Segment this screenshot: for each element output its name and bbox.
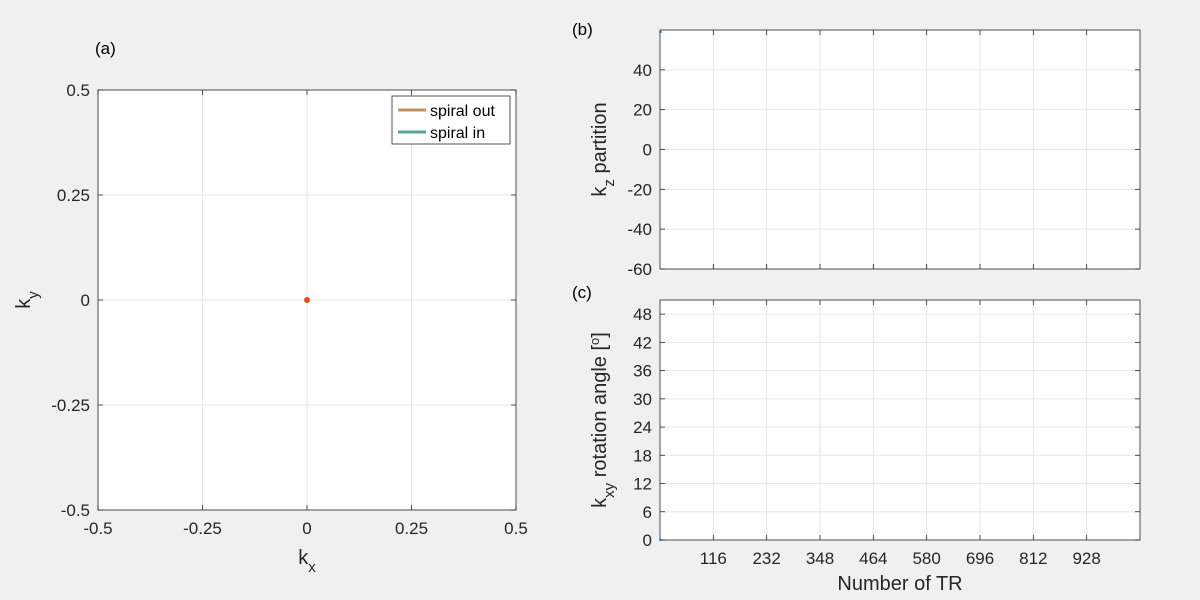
x-tick-label: 232 xyxy=(752,549,780,568)
y-axis-label-sub: y xyxy=(25,291,42,299)
y-axis-label: kz partition xyxy=(589,102,618,196)
y-tick-label: 20 xyxy=(633,101,652,120)
chart-c: 116 232 348 464 580 696 812 928 0 6 12 18 24 30 36 42 48… xyxy=(572,283,1141,595)
x-tick-label: 812 xyxy=(1019,549,1047,568)
y-tick-label: 42 xyxy=(633,333,652,352)
y-tick-label: 30 xyxy=(633,390,652,409)
data-point xyxy=(659,538,662,542)
panel-label: (b) xyxy=(572,20,593,39)
x-tick-label: 464 xyxy=(859,549,887,568)
legend-entry-label: spiral in xyxy=(430,125,485,142)
legend: spiral out spiral in xyxy=(391,95,511,145)
legend-box xyxy=(391,95,511,145)
x-tick-label: 116 xyxy=(700,549,727,568)
y-axis-label-rest: partition xyxy=(589,102,611,179)
chart-a: -0.5 -0.25 0 0.25 0.5-0.5-0.2500.250.5(a)kxk… xyxy=(13,39,528,576)
x-tick-label: -0.5 xyxy=(83,519,112,538)
y-axis-label-end: ] xyxy=(589,332,611,338)
y-tick-label: -60 xyxy=(627,260,652,279)
y-tick-label: 0.25 xyxy=(57,186,90,205)
y-axis-label: ky xyxy=(13,291,42,309)
chart-b: -60 -40 -20 0 20 40 (b) kz partition xyxy=(572,20,1141,279)
y-tick-label: 0 xyxy=(643,141,652,160)
y-tick-label: 0.5 xyxy=(66,81,90,100)
x-tick-label: 348 xyxy=(806,549,834,568)
x-tick-label: 928 xyxy=(1072,549,1100,568)
legend-entry-label: spiral out xyxy=(430,103,495,120)
x-axis-label: kx xyxy=(298,547,316,576)
y-axis-label-sup: o xyxy=(587,338,602,345)
y-axis-label-rest: rotation angle [ xyxy=(589,345,611,483)
y-axis-label-main: k xyxy=(13,298,35,309)
y-tick-label: 0 xyxy=(643,531,652,550)
y-tick-label: 0 xyxy=(81,291,90,310)
x-axis-label-main: k xyxy=(298,547,309,569)
data-point xyxy=(304,297,310,303)
x-tick-label: 0.25 xyxy=(395,519,428,538)
y-tick-label: -0.5 xyxy=(61,501,90,520)
x-axis-label-main: Number of TR xyxy=(837,573,962,595)
y-axis-label-sub: xy xyxy=(601,482,618,498)
panel-label: (a) xyxy=(95,39,116,58)
y-axis-label-main: k xyxy=(589,186,611,197)
x-tick-label: 0.5 xyxy=(504,519,528,538)
y-axis-label-sub: z xyxy=(601,179,618,187)
y-axis-label-main: k xyxy=(589,497,611,508)
y-tick-label: -20 xyxy=(627,180,652,199)
plot-area xyxy=(660,300,1140,540)
y-tick-label: 18 xyxy=(633,446,652,465)
panel-label: (c) xyxy=(572,283,592,302)
axes-frame xyxy=(659,299,1141,541)
y-tick-label: 6 xyxy=(643,503,652,522)
x-axis-label-sub: x xyxy=(308,559,316,576)
y-tick-label: 12 xyxy=(633,475,652,494)
x-tick-label: 0 xyxy=(302,519,311,538)
y-tick-label: 48 xyxy=(633,305,652,324)
y-axis-label: kxy rotation angle [o] xyxy=(587,332,618,508)
x-tick-label: 696 xyxy=(966,549,994,568)
y-tick-label: 40 xyxy=(633,61,652,80)
data-point xyxy=(659,30,662,34)
x-tick-label: -0.25 xyxy=(183,519,222,538)
x-tick-label: 580 xyxy=(912,549,940,568)
y-tick-label: 24 xyxy=(633,418,652,437)
y-tick-label: -0.25 xyxy=(51,396,90,415)
x-axis-label: Number of TR xyxy=(837,573,962,595)
y-tick-label: 36 xyxy=(633,362,652,381)
y-tick-label: -40 xyxy=(627,220,652,239)
